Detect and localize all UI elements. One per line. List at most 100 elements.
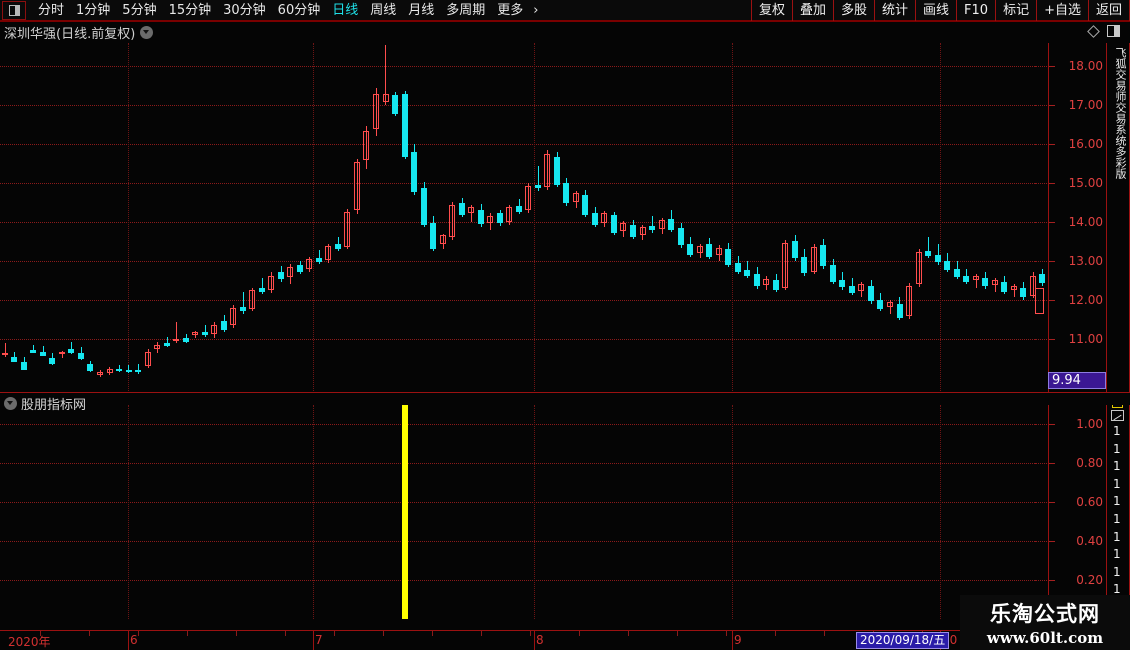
- toolbar-button-8[interactable]: 返回: [1087, 0, 1130, 21]
- candle-body: [992, 280, 998, 285]
- candle-wick: [100, 369, 101, 377]
- candle-wick: [452, 201, 453, 240]
- indicator-title-row: 股朋指标网: [0, 393, 86, 413]
- candle-wick: [138, 364, 139, 374]
- candle-body: [820, 245, 826, 267]
- candle-body: [916, 252, 922, 285]
- price-chart-plot[interactable]: [0, 43, 1047, 393]
- date-axis-label: 7: [315, 633, 323, 647]
- candle-wick: [652, 215, 653, 233]
- candle-body: [325, 246, 331, 260]
- vertical-brand-text: 飞狐交易师交易系统多彩版: [1114, 47, 1127, 179]
- axis-marker-candle: [1035, 288, 1044, 314]
- candle-body: [649, 225, 655, 231]
- candle-wick: [119, 365, 120, 372]
- price-axis-label: 17.00: [1068, 98, 1103, 113]
- price-gridline: [0, 105, 1047, 107]
- candle-body: [297, 265, 303, 272]
- candle-body: [668, 218, 674, 230]
- candle-body: [164, 343, 170, 346]
- price-axis-label: 13.00: [1068, 253, 1103, 268]
- candle-wick: [205, 325, 206, 337]
- pane-corner-icons: [1087, 24, 1120, 38]
- candle-body: [478, 210, 484, 225]
- price-axis-tick: [1049, 299, 1055, 301]
- chevron-down-icon[interactable]: [140, 26, 154, 39]
- date-axis-tick: [138, 631, 139, 636]
- period-tab-9[interactable]: 多周期: [446, 2, 486, 18]
- strip-value: 1: [1113, 564, 1121, 579]
- chevron-right-icon[interactable]: ›: [533, 2, 539, 18]
- candle-body: [1001, 281, 1007, 292]
- price-pane-right-strip[interactable]: 飞狐交易师交易系统多彩版: [1106, 43, 1130, 393]
- candle-body: [697, 246, 703, 253]
- site-watermark: 乐淘公式网 www.60lt.com: [960, 595, 1130, 650]
- candle-body: [554, 156, 560, 185]
- candle-body: [306, 259, 312, 270]
- toolbar-button-4[interactable]: 画线: [915, 0, 958, 21]
- candle-body: [468, 207, 474, 213]
- candle-body: [183, 337, 189, 342]
- toolbar-button-6[interactable]: 标记: [995, 0, 1038, 21]
- period-tab-4[interactable]: 30分钟: [223, 2, 266, 18]
- period-tab-6[interactable]: 日线: [332, 2, 359, 18]
- price-axis-label: 16.00: [1068, 137, 1103, 152]
- candle-body: [687, 243, 693, 255]
- toolbar-button-3[interactable]: 统计: [874, 0, 917, 21]
- last-price-badge: 9.94: [1048, 371, 1106, 389]
- indicator-month-gridline: [940, 405, 941, 619]
- candle-body: [383, 93, 389, 103]
- period-tab-3[interactable]: 15分钟: [168, 2, 212, 18]
- indicator-pane: 股朋指标网 1.000.800.600.400.20 111111111111: [0, 392, 1130, 630]
- watermark-title: 乐淘公式网: [990, 602, 1100, 626]
- period-tab-5[interactable]: 60分钟: [277, 2, 321, 18]
- indicator-chart-plot[interactable]: [0, 405, 1047, 619]
- candle-wick: [357, 158, 358, 215]
- candle-body: [97, 372, 103, 376]
- chevron-down-icon[interactable]: [4, 396, 17, 410]
- indicator-axis-dots: [1035, 502, 1045, 504]
- price-axis-label: 12.00: [1068, 292, 1103, 307]
- candle-body: [630, 225, 636, 237]
- candle-wick: [1033, 272, 1034, 299]
- price-gridline: [0, 183, 1047, 184]
- candle-body: [982, 277, 988, 287]
- indicator-axis-tick: [1049, 502, 1055, 504]
- diamond-icon[interactable]: [1087, 24, 1100, 38]
- toolbar-button-2[interactable]: 多股: [832, 0, 875, 21]
- date-axis-label: 8: [536, 633, 544, 647]
- period-tab-0[interactable]: 分时: [38, 2, 65, 18]
- panel-layout-icon[interactable]: [1107, 25, 1120, 37]
- price-axis-tick: [1049, 105, 1055, 107]
- date-axis-tick: [775, 631, 776, 636]
- toolbar-button-7[interactable]: +自选: [1036, 0, 1089, 21]
- candle-body: [925, 250, 931, 257]
- period-tab-7[interactable]: 周线: [370, 2, 397, 18]
- period-tab-8[interactable]: 月线: [408, 2, 435, 18]
- toolbar-button-1[interactable]: 叠加: [791, 0, 834, 21]
- candle-body: [944, 260, 950, 271]
- price-axis-dots: [1035, 338, 1045, 340]
- indicator-gridline: [0, 580, 1047, 582]
- ladder-icon[interactable]: [1112, 405, 1123, 408]
- candle-body: [230, 308, 236, 326]
- indicator-right-strip[interactable]: 111111111111: [1106, 405, 1130, 619]
- strip-value: 1: [1113, 547, 1121, 562]
- candle-body: [973, 276, 979, 281]
- indicator-gridline: [0, 502, 1047, 504]
- candle-body: [87, 364, 93, 372]
- date-axis-tick: [334, 631, 335, 636]
- price-month-gridline: [732, 43, 733, 393]
- line-chart-icon[interactable]: [1111, 410, 1124, 421]
- date-axis-tick: [677, 631, 678, 636]
- toolbar-button-5[interactable]: F10: [956, 0, 997, 21]
- date-axis-tick: [383, 631, 384, 636]
- candle-body: [716, 247, 722, 256]
- toolbar-button-0[interactable]: 复权: [750, 0, 793, 21]
- period-tab-1[interactable]: 1分钟: [76, 2, 111, 18]
- candle-wick: [109, 367, 110, 376]
- candle-body: [135, 369, 141, 372]
- split-panel-icon[interactable]: [2, 0, 26, 20]
- period-tab-2[interactable]: 5分钟: [122, 2, 157, 18]
- period-tab-10[interactable]: 更多: [497, 2, 524, 18]
